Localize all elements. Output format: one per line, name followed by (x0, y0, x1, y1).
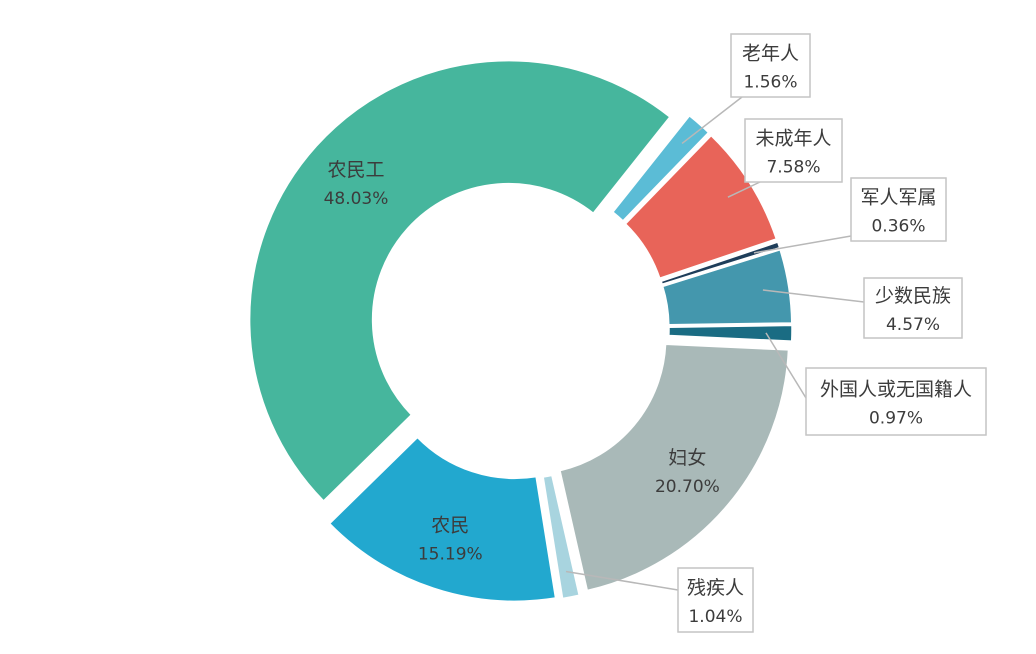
labels-layer: 老年人 1.56% 未成年人 7.58% 军人军属 0.36% 少数民族 4.57% 外国人或无… (324, 33, 987, 633)
leader-lines-layer (565, 96, 865, 591)
slice-2-name-label: 未成年人 (755, 128, 831, 150)
slice-1-value-label: 1.56% (743, 73, 797, 93)
slice-2-value-label: 7.58% (766, 158, 820, 178)
slice-7-value-label: 1.04% (688, 607, 742, 627)
slice-5-leader-line (765, 332, 807, 399)
slice-1-leader-line (681, 96, 743, 145)
slice-1-name-label: 老年人 (742, 43, 799, 65)
slice-7-callout-box (677, 567, 754, 633)
slice-7-name-label: 残疾人 (687, 577, 744, 599)
slice-4-callout-box (863, 277, 963, 339)
slice-6-value-label: 20.70% (655, 477, 720, 497)
slice-2-leader-line (727, 181, 761, 198)
slice-3-name-label: 军人军属 (860, 187, 936, 209)
slice-2-arc (624, 134, 778, 280)
slice-4-name-label: 少数民族 (875, 285, 951, 307)
slice-5-arc (668, 324, 793, 342)
slice-4-arc (661, 248, 793, 326)
slice-5-value-label: 0.97% (869, 409, 923, 429)
slice-6-name-label: 妇女 (668, 447, 706, 469)
slices-layer (248, 59, 793, 603)
slice-9-name-label: 农民工 (327, 159, 384, 181)
slice-3-callout-box (850, 177, 947, 242)
slice-6-arc (559, 343, 790, 592)
slice-8-arc (328, 436, 557, 603)
slice-3-leader-line (753, 235, 852, 254)
slice-8-value-label: 15.19% (418, 544, 483, 564)
slice-9-value-label: 48.03% (324, 189, 389, 209)
slice-5-name-label: 外国人或无国籍人 (820, 379, 972, 401)
slice-3-value-label: 0.36% (871, 217, 925, 237)
slice-3-arc (660, 241, 781, 286)
slice-1-callout-box (730, 33, 811, 98)
slice-7-leader-line (565, 570, 679, 591)
slice-7-arc (542, 474, 581, 600)
slice-9-arc (248, 59, 671, 502)
slice-8-name-label: 农民 (431, 514, 469, 536)
slice-5-callout-box (805, 367, 987, 436)
slice-4-value-label: 4.57% (886, 315, 940, 335)
slice-2-callout-box (744, 118, 843, 183)
slice-4-leader-line (762, 289, 865, 303)
